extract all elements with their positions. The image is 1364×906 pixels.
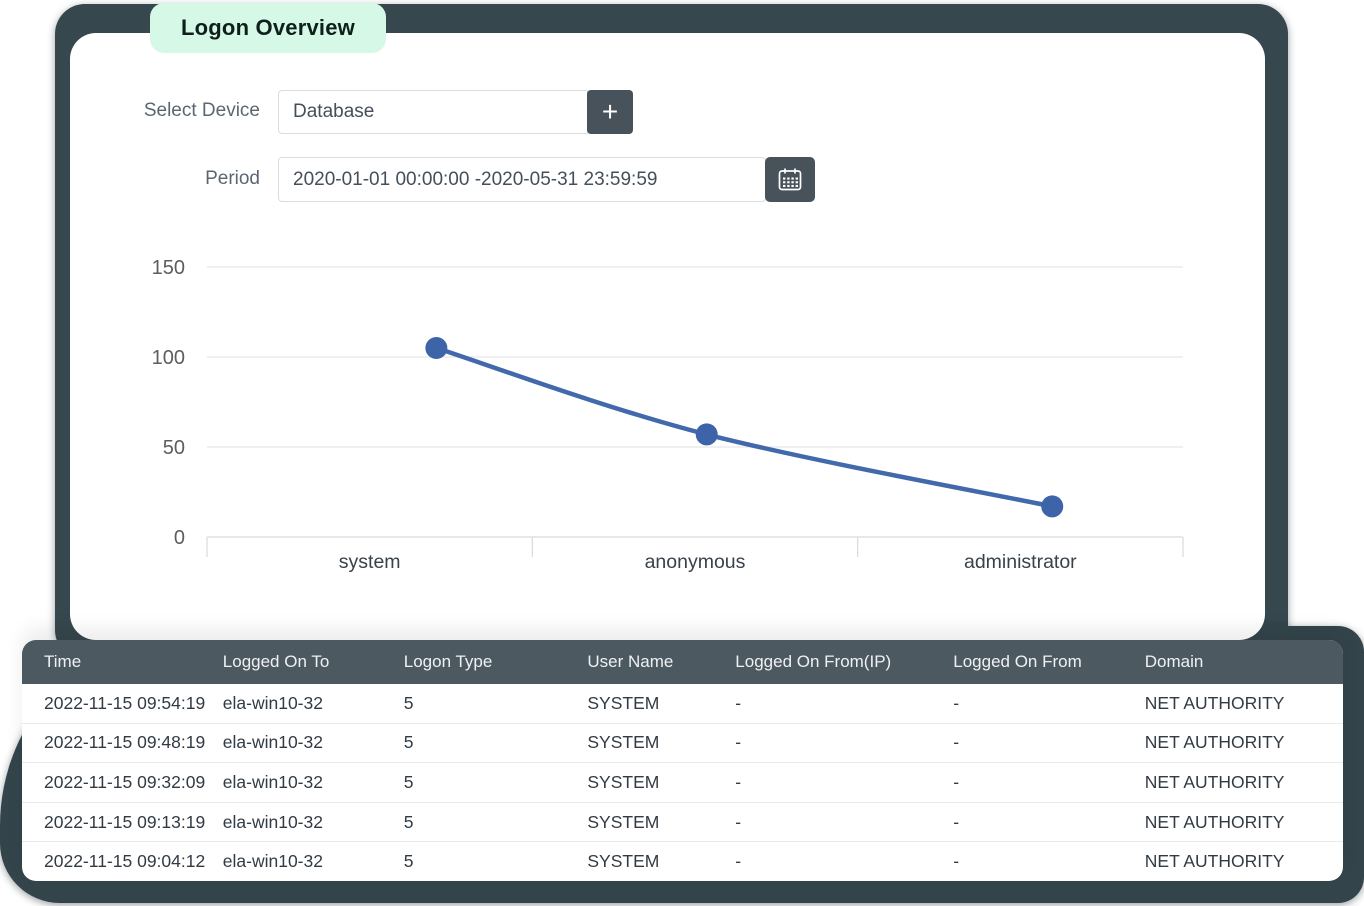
table-cell: NET AUTHORITY [1144,692,1285,713]
table-cell: ela-win10-32 [222,851,323,872]
y-tick-label: 0 [174,527,185,549]
period-input[interactable] [278,157,766,202]
table-cell: 5 [403,851,414,872]
table-cell: 5 [403,771,414,792]
select-device-label: Select Device [143,100,260,121]
table-cell: SYSTEM [587,811,660,832]
y-tick-label: 50 [163,437,185,459]
table-cell: NET AUTHORITY [1144,732,1285,753]
table-cell: 2022-11-15 09:04:12 [44,851,206,872]
x-category-label: system [339,551,401,573]
chart-point-administrator[interactable] [1041,495,1064,518]
device-input[interactable] [278,90,588,134]
table-cell: 2022-11-15 09:54:19 [44,692,206,713]
table-row: 2022-11-15 09:32:09 ela-win10-32 5 SYSTEM - -… [22,762,1343,802]
table-cell: - [735,851,742,872]
column-header: Time [44,652,82,671]
table-cell: NET AUTHORITY [1144,851,1285,872]
table-cell: - [953,851,960,872]
column-header: Domain [1144,652,1204,671]
chart-point-anonymous[interactable] [695,423,718,446]
calendar-button[interactable] [765,157,815,202]
table-cell: - [953,771,960,792]
table-cell: 5 [403,732,414,753]
table-cell: NET AUTHORITY [1144,811,1285,832]
table-cell: ela-win10-32 [222,811,323,832]
x-category-label: administrator [964,551,1077,573]
table-cell: ela-win10-32 [222,771,323,792]
table-cell: NET AUTHORITY [1144,771,1285,792]
table-header-row: Time Logged On To Logon Type User Name Logge… [22,640,1343,684]
page-title: Logon Overview [150,3,386,53]
add-device-button[interactable]: + [587,90,633,134]
main-card: Select Device + Period 0 50 100 150 system an… [70,33,1265,640]
table-cell: - [735,811,742,832]
chart-line [434,345,1055,509]
column-header: Logged On From(IP) [735,652,892,671]
logon-line-chart: 0 50 100 150 system anonymous administrator [125,250,1185,580]
table-row: 2022-11-15 09:13:19 ela-win10-32 5 SYSTEM - -… [22,801,1343,842]
table-cell: - [735,771,742,792]
column-header: User Name [587,652,674,671]
y-tick-label: 150 [152,257,185,279]
table-cell: 2022-11-15 09:48:19 [44,732,206,753]
column-header: Logged On To [222,652,330,671]
x-category-label: anonymous [645,551,746,573]
table-cell: - [735,732,742,753]
table-row: 2022-11-15 09:04:12 ela-win10-32 5 SYSTEM - -… [22,841,1343,881]
table-cell: SYSTEM [587,851,660,872]
column-header: Logged On From [953,652,1082,671]
column-header: Logon Type [403,652,493,671]
table-cell: - [735,692,742,713]
period-label: Period [205,168,260,189]
table-cell: - [953,732,960,753]
table-cell: 2022-11-15 09:32:09 [44,771,206,792]
table-cell: SYSTEM [587,732,660,753]
table-cell: ela-win10-32 [222,692,323,713]
table-cell: - [953,692,960,713]
table-row: 2022-11-15 09:54:19 ela-win10-32 5 SYSTEM - -… [22,684,1343,723]
table-cell: 2022-11-15 09:13:19 [44,811,206,832]
table-cell: ela-win10-32 [222,732,323,753]
logon-table: Time Logged On To Logon Type User Name Logge… [22,640,1343,881]
table-body: 2022-11-15 09:54:19 ela-win10-32 5 SYSTEM - -… [22,684,1343,881]
table-cell: - [953,811,960,832]
table-cell: SYSTEM [587,692,660,713]
table-cell: 5 [403,811,414,832]
table-row: 2022-11-15 09:48:19 ela-win10-32 5 SYSTEM - -… [22,722,1343,763]
plus-icon: + [601,96,619,127]
calendar-icon [778,168,802,191]
table-cell: SYSTEM [587,771,660,792]
table-cell: 5 [403,692,414,713]
chart-point-system[interactable] [425,337,448,359]
y-tick-label: 100 [152,347,185,369]
